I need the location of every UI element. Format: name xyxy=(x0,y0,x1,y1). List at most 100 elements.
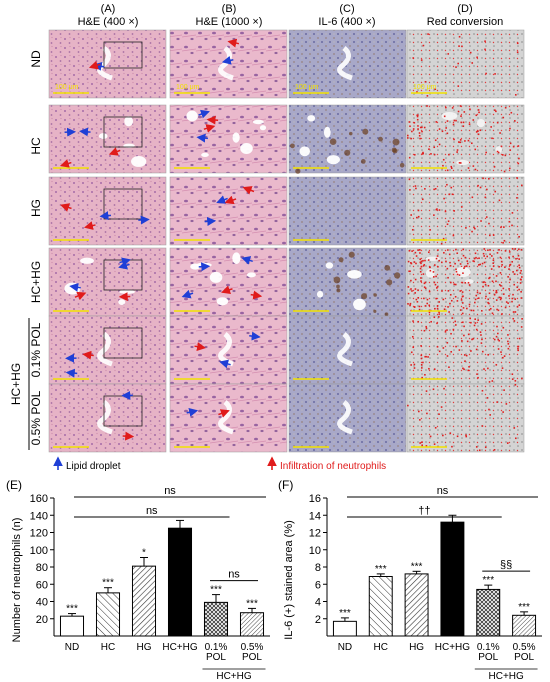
chart-f-bracket-label-0: ns xyxy=(437,485,449,497)
red-pixel xyxy=(421,376,423,379)
red-pixel xyxy=(503,389,505,391)
red-pixel xyxy=(514,311,517,313)
red-pixel xyxy=(474,148,477,151)
micrograph-pol05-b xyxy=(169,383,288,453)
red-pixel xyxy=(495,364,498,366)
red-pixel xyxy=(426,412,428,415)
red-pixel xyxy=(492,234,495,236)
micrograph-pol01-d xyxy=(406,315,525,385)
red-pixel xyxy=(441,290,443,292)
micrograph-nd-a: 100 μm xyxy=(48,29,167,99)
red-pixel xyxy=(453,119,456,122)
chart-f-category-label-4: POL xyxy=(478,652,498,663)
red-pixel xyxy=(508,268,510,270)
red-pixel xyxy=(491,280,494,283)
red-pixel xyxy=(440,406,443,408)
red-pixel xyxy=(509,127,511,130)
brown-stain xyxy=(384,264,391,271)
red-pixel xyxy=(415,262,417,265)
red-pixel xyxy=(498,249,500,251)
chart-e-category-label-4: 0.1% xyxy=(205,642,228,653)
red-pixel xyxy=(495,291,497,294)
chart-f-ytick-label: 4 xyxy=(315,597,321,609)
red-pixel xyxy=(437,265,439,268)
red-pixel xyxy=(494,109,496,112)
chart-e-ytick-label: 60 xyxy=(36,579,48,591)
red-pixel xyxy=(428,148,430,150)
central-vein xyxy=(337,400,353,435)
red-pixel xyxy=(496,308,498,311)
red-pixel xyxy=(507,347,510,350)
chart-e-significance-4: *** xyxy=(210,585,222,596)
red-pixel xyxy=(505,301,508,303)
neutrophil-arrow xyxy=(203,124,216,133)
inset-box xyxy=(103,116,143,148)
red-pixel xyxy=(418,305,421,308)
red-pixel xyxy=(438,128,441,130)
micrograph-hchg-d xyxy=(406,247,525,317)
neutrophil-arrow xyxy=(60,203,72,212)
red-pixel xyxy=(500,145,503,148)
red-pixel xyxy=(443,251,445,254)
red-pixel xyxy=(419,249,421,251)
lipid-droplet-arrow xyxy=(69,282,81,292)
micrograph-image xyxy=(48,104,167,174)
red-pixel xyxy=(463,325,465,328)
red-pixel xyxy=(434,139,437,142)
red-pixel xyxy=(438,311,440,313)
red-pixel xyxy=(457,62,460,65)
red-pixel xyxy=(485,72,487,75)
red-pixel xyxy=(500,296,502,299)
micrograph-hc-c xyxy=(288,104,407,174)
red-pixel xyxy=(518,337,521,340)
lipid-droplet-arrow xyxy=(249,331,261,341)
red-pixel xyxy=(483,255,485,257)
red-pixel xyxy=(488,381,491,383)
red-pixel xyxy=(424,281,427,284)
red-pixel xyxy=(509,264,511,266)
red-pixel xyxy=(446,120,449,122)
red-pixel xyxy=(442,347,445,349)
red-pixel xyxy=(474,252,477,255)
micrograph-image xyxy=(288,104,407,174)
red-pixel xyxy=(434,187,437,190)
scale-bar-label: 100 μm xyxy=(176,84,200,91)
lipid-droplet xyxy=(252,119,264,125)
red-pixel xyxy=(457,85,460,87)
red-pixel xyxy=(427,356,429,358)
red-pixel xyxy=(412,128,415,130)
red-pixel xyxy=(449,261,451,264)
neutrophil-arrow xyxy=(221,285,233,295)
red-pixel xyxy=(480,309,483,312)
red-pixel xyxy=(478,449,481,452)
red-pixel xyxy=(420,262,422,265)
red-pixel xyxy=(505,403,508,405)
col-a-label: H&E (400 ×) xyxy=(78,16,139,28)
col-b-label: H&E (1000 ×) xyxy=(196,16,263,28)
micrograph-image xyxy=(406,383,525,453)
micrograph-hc-b xyxy=(169,104,288,174)
chart-e-category-label-0: ND xyxy=(65,642,79,653)
red-pixel xyxy=(448,366,450,368)
red-pixel xyxy=(508,220,511,223)
red-pixel xyxy=(495,299,498,301)
red-pixel xyxy=(438,209,441,211)
row-label-hg: HG xyxy=(29,199,43,217)
red-pixel xyxy=(423,297,425,300)
row-label-nd: ND xyxy=(29,50,43,68)
red-pixel xyxy=(414,292,416,294)
chart-e-category-label-4: POL xyxy=(206,652,226,663)
red-pixel xyxy=(424,259,426,262)
red-pixel xyxy=(511,378,514,380)
red-pixel xyxy=(449,302,451,305)
inset-box xyxy=(103,41,143,69)
brown-stain xyxy=(361,293,368,300)
red-pixel xyxy=(518,264,520,267)
red-pixel xyxy=(477,133,480,136)
red-pixel xyxy=(415,255,418,257)
red-pixel xyxy=(426,298,429,301)
red-pixel xyxy=(457,141,460,143)
red-pixel xyxy=(518,258,521,260)
red-pixel xyxy=(447,276,449,279)
red-pixel xyxy=(496,252,499,254)
